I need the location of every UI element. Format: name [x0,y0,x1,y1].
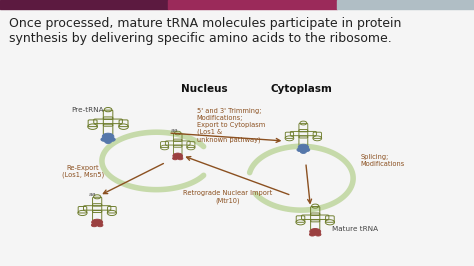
Text: Pre-tRNA: Pre-tRNA [72,107,104,113]
Circle shape [109,138,115,141]
Circle shape [101,138,108,141]
Circle shape [310,233,315,236]
Bar [337,0,474,9]
Circle shape [173,153,182,159]
Text: 5' and 3' Trimming;
Modifications;
Export to Cytoplasm
(Los1 &
unknown pathway): 5' and 3' Trimming; Modifications; Expor… [197,108,265,143]
Text: aa: aa [171,128,178,133]
Circle shape [178,157,183,160]
Circle shape [105,140,111,143]
Text: Cytoplasm: Cytoplasm [270,84,332,94]
Circle shape [91,223,97,227]
Text: Nucleus: Nucleus [181,84,227,94]
Circle shape [310,228,321,235]
Text: Re-Export
(Los1, Msn5): Re-Export (Los1, Msn5) [62,165,104,178]
Circle shape [304,148,310,152]
Circle shape [91,219,103,225]
Circle shape [97,223,103,227]
Text: Splicing;
Modifications: Splicing; Modifications [360,154,404,167]
Circle shape [315,233,321,236]
Text: Mature tRNA: Mature tRNA [332,226,378,232]
Circle shape [298,144,309,150]
Circle shape [297,148,303,152]
Circle shape [301,150,306,153]
Text: aa: aa [89,192,96,197]
Bar [0,0,168,9]
Circle shape [173,157,178,160]
Text: Retrograde Nuclear Import
(Mtr10): Retrograde Nuclear Import (Mtr10) [183,190,272,204]
Circle shape [102,133,114,140]
Text: Once processed, mature tRNA molecules participate in protein
synthesis by delive: Once processed, mature tRNA molecules pa… [9,17,401,45]
Bar [168,0,337,9]
